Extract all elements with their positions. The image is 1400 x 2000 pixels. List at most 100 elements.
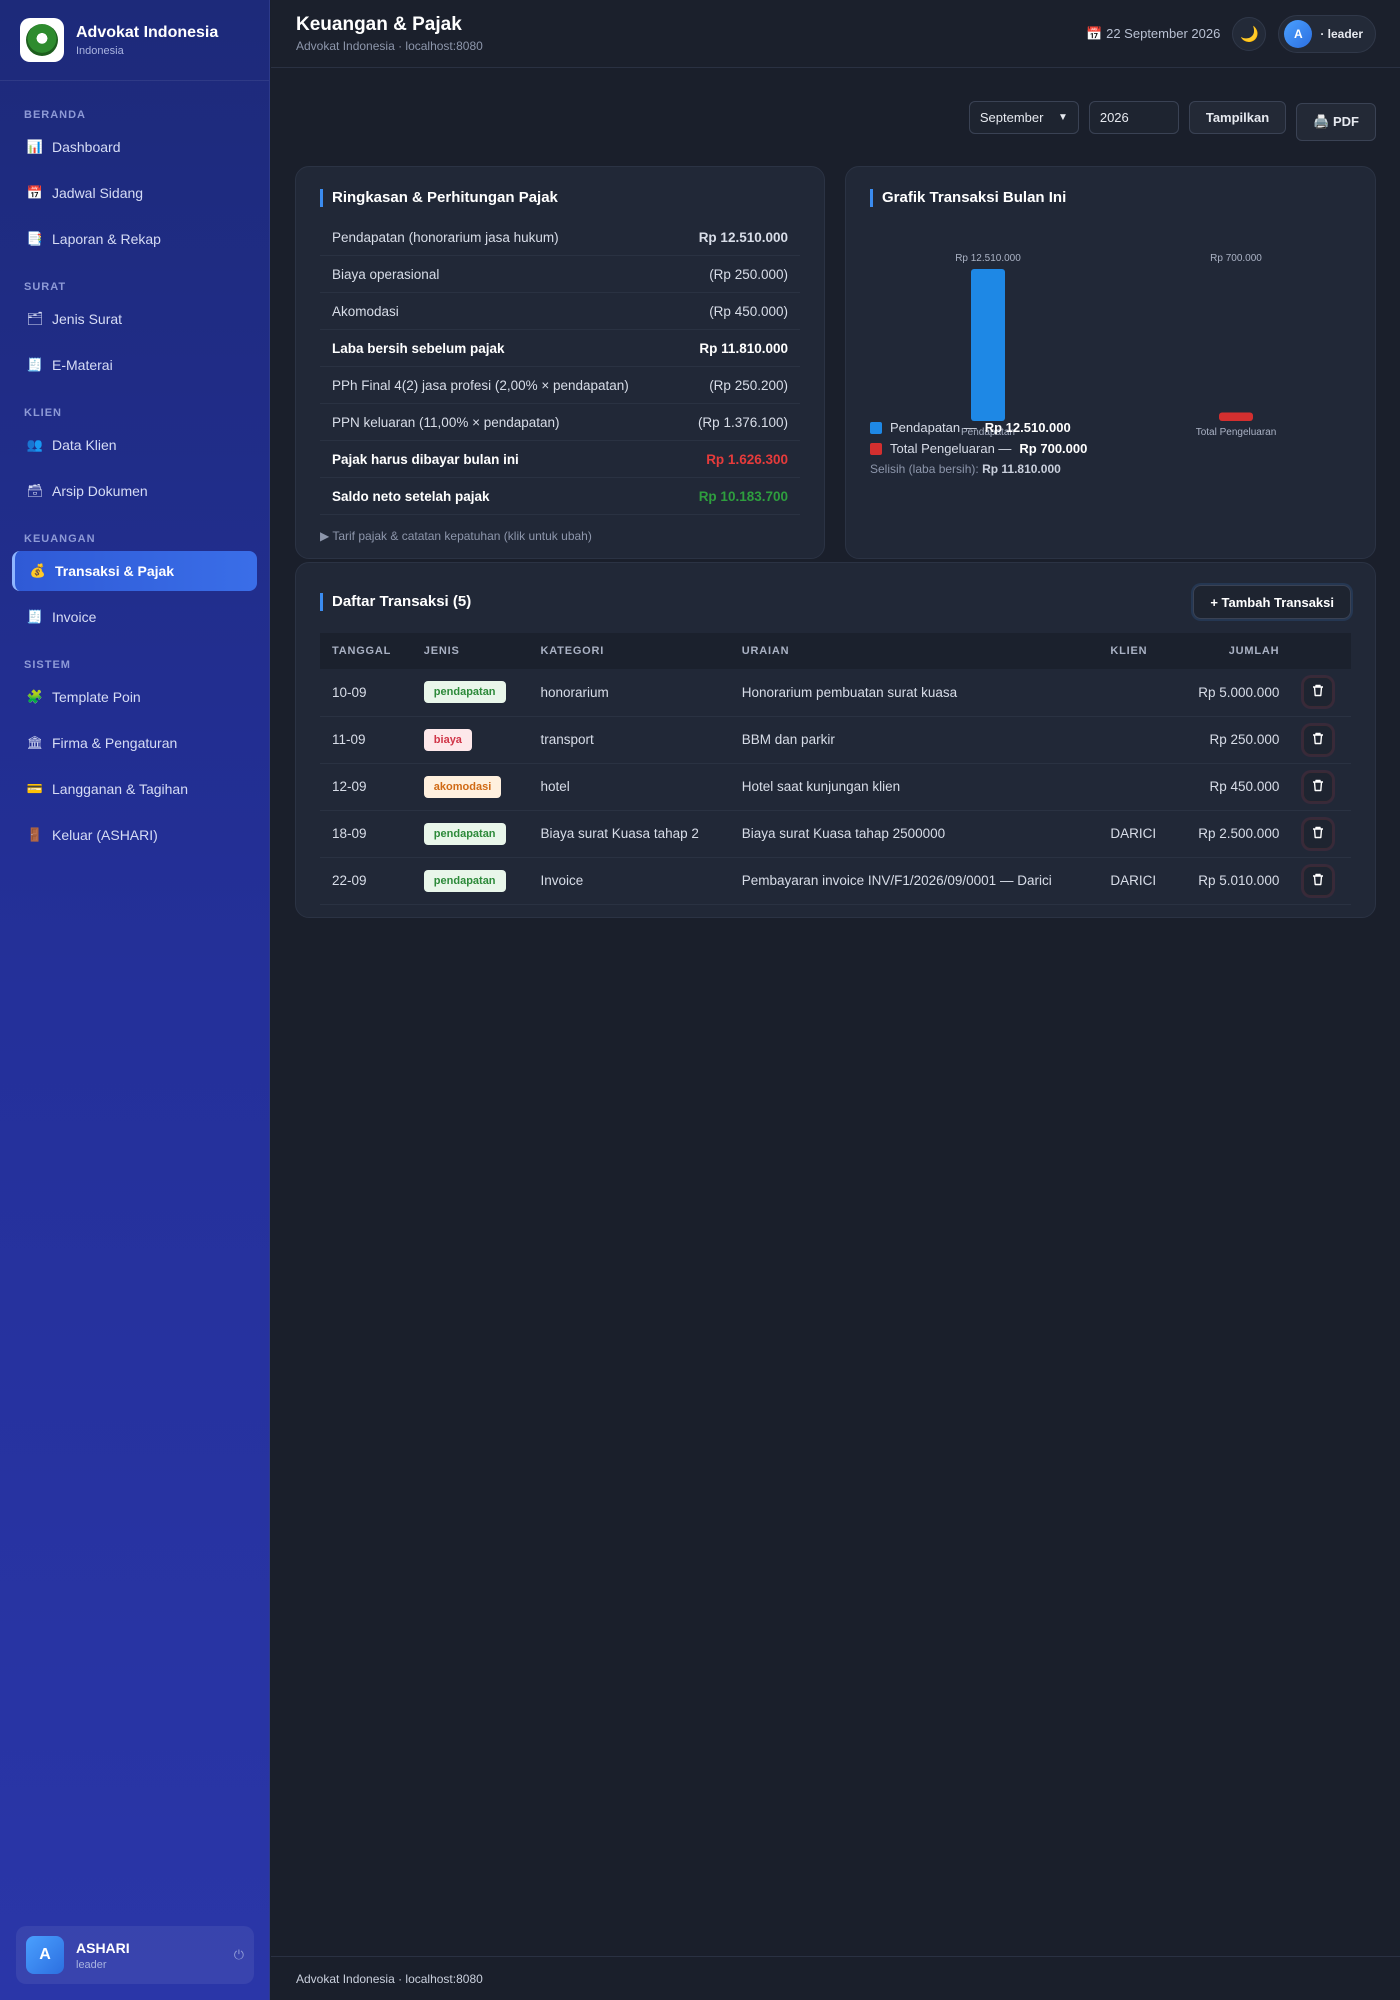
sidebar-item-firma-pengaturan[interactable]: 🏛 Firma & Pengaturan	[12, 723, 257, 763]
user-role-label: · leader	[1320, 26, 1363, 41]
legend-value: Rp 12.510.000	[984, 420, 1071, 435]
column-header: JENIS	[423, 645, 460, 657]
sidebar-item-data-klien[interactable]: 👥 Data Klien	[12, 425, 257, 465]
sidebar-item-arsip-dokumen[interactable]: 🗃 Arsip Dokumen	[12, 471, 257, 511]
tax-summary-card: Ringkasan & Perhitungan Pajak Pendapatan…	[295, 166, 825, 559]
actions-column-header	[1291, 633, 1351, 669]
theme-toggle-button[interactable]: 🌙	[1232, 16, 1267, 51]
delete-button[interactable]	[1303, 771, 1334, 802]
delete-button[interactable]	[1303, 724, 1334, 755]
page-subtitle: Advokat Indonesia · localhost:8080	[296, 39, 483, 53]
cell-category: Biaya surat Kuasa tahap 2	[528, 810, 730, 858]
receipt-icon: 🧾	[26, 609, 44, 624]
net-difference-value: Rp 11.810.000	[982, 462, 1061, 476]
table-row[interactable]: 11-09 biaya transport BBM dan parkir Rp 250.…	[320, 716, 1351, 764]
sidebar-item-dashboard[interactable]: 📊 Dashboard	[12, 127, 257, 167]
sidebar-item-langganan-tagihan[interactable]: 💳 Langganan & Tagihan	[12, 769, 257, 809]
sidebar-item-keluar-ashari[interactable]: 🚪 Keluar (ASHARI)	[12, 815, 257, 855]
tax-row-value: (Rp 250.000)	[709, 266, 788, 282]
table-row[interactable]: 18-09 pendapatan Biaya surat Kuasa tahap 2…	[320, 810, 1351, 858]
table-row[interactable]: 10-09 pendapatan honorarium Honorarium pemb…	[320, 669, 1351, 717]
sidebar-item-jenis-surat[interactable]: 🗂 Jenis Surat	[12, 299, 257, 339]
cell-description: Hotel saat kunjungan klien	[729, 763, 1099, 811]
cell-description: BBM dan parkir	[729, 716, 1099, 764]
sidebar-item-jadwal-sidang[interactable]: 📅 Jadwal Sidang	[12, 173, 257, 213]
tax-row: Biaya operasional (Rp 250.000)	[320, 256, 800, 293]
type-badge: pendapatan	[423, 681, 506, 704]
cell-date: 11-09	[320, 716, 412, 764]
column-header: KLIEN	[1110, 645, 1148, 657]
delete-button[interactable]	[1303, 818, 1334, 849]
sidebar-nav: BERANDA 📊 Dashboard 📅 Jadwal Sidang 📑 Laporan …	[0, 81, 269, 855]
nav-section-label: SISTEM	[24, 659, 71, 671]
sidebar-item-invoice[interactable]: 🧾 Invoice	[12, 597, 257, 637]
top-header: Keuangan & Pajak Advokat Indonesia · loc…	[271, 0, 1400, 68]
net-difference-label: Selisih (laba bersih):	[870, 462, 983, 476]
cell-category: Invoice	[528, 857, 730, 905]
type-badge: pendapatan	[423, 822, 506, 845]
month-select-value: September	[979, 109, 1044, 125]
sidebar-item-label: Keluar (ASHARI)	[52, 827, 158, 843]
cell-actions	[1291, 669, 1351, 717]
month-select[interactable]: September ▼	[968, 100, 1079, 134]
cell-date: 22-09	[320, 857, 412, 905]
show-button[interactable]: Tampilkan	[1188, 100, 1287, 134]
sidebar-item-transaksi-pajak[interactable]: 💰 Transaksi & Pajak	[12, 551, 257, 591]
footer-text: Advokat Indonesia · localhost:8080	[296, 1971, 483, 1986]
cell-date: 10-09	[320, 669, 412, 717]
year-input[interactable]: 2026	[1088, 100, 1179, 134]
trash-icon	[1312, 779, 1324, 795]
tax-row: Pajak harus dibayar bulan ini Rp 1.626.30…	[320, 441, 800, 478]
sidebar-item-e-materai[interactable]: 🧾 E-Materai	[12, 345, 257, 385]
avatar: A	[26, 1936, 64, 1974]
chart-bar-1	[971, 269, 1005, 421]
pdf-button[interactable]: 🖨️ PDF	[1296, 103, 1376, 141]
user-menu-button[interactable]: A · leader	[1278, 14, 1376, 53]
cell-type: biaya	[411, 716, 529, 764]
trash-icon	[1312, 826, 1324, 842]
brand[interactable]: Advokat Indonesia Indonesia	[0, 0, 269, 81]
sidebar-item-label: Arsip Dokumen	[52, 483, 148, 499]
sidebar-item-label: Laporan & Rekap	[52, 231, 161, 247]
sidebar-item-template-poin[interactable]: 🧩 Template Poin	[12, 677, 257, 717]
power-icon[interactable]: ⏻	[233, 1947, 244, 1962]
tax-row-label: Akomodasi	[332, 303, 399, 319]
legend-entry: Total Pengeluaran — Rp 700.000	[870, 438, 1087, 459]
legend-label: Pendapatan —	[890, 420, 977, 435]
footer: Advokat Indonesia · localhost:8080	[271, 1956, 1400, 2000]
cell-actions	[1291, 810, 1351, 858]
tax-row-label: Pendapatan (honorarium jasa hukum)	[332, 229, 559, 245]
type-badge: biaya	[423, 728, 472, 751]
table-row[interactable]: 12-09 akomodasi hotel Hotel saat kunjungan …	[320, 763, 1351, 811]
tax-row: PPh Final 4(2) jasa profesi (2,00% × pen…	[320, 367, 800, 404]
cell-type: pendapatan	[411, 810, 529, 858]
column-header: URAIAN	[741, 645, 790, 657]
sidebar-item-laporan-rekap[interactable]: 📑 Laporan & Rekap	[12, 219, 257, 259]
cell-type: pendapatan	[411, 857, 529, 905]
table-header-row: TANGGAL JENIS KATEGORI URAIAN KLIEN JUMLAH	[320, 633, 1351, 669]
cell-description: Pembayaran invoice INV/F1/2026/09/0001 —…	[729, 857, 1099, 905]
cell-type: akomodasi	[411, 763, 529, 811]
chart-bar-2	[1219, 412, 1253, 421]
chart-legend: Pendapatan — Rp 12.510.000 Total Pengelua…	[870, 417, 1087, 476]
cell-client: DARICI	[1098, 810, 1176, 858]
add-transaction-button[interactable]: + Tambah Transaksi	[1193, 585, 1351, 619]
cell-category: hotel	[528, 763, 730, 811]
trash-icon	[1312, 732, 1324, 748]
sidebar-item-label: Transaksi & Pajak	[55, 563, 175, 579]
cell-category: honorarium	[528, 669, 730, 717]
delete-button[interactable]	[1303, 677, 1334, 708]
tax-summary-title: Ringkasan & Perhitungan Pajak	[320, 189, 800, 207]
table-row[interactable]: 22-09 pendapatan Invoice Pembayaran invoice…	[320, 857, 1351, 905]
nav-section-label: KLIEN	[24, 407, 62, 419]
sidebar-item-label: Firma & Pengaturan	[52, 735, 178, 751]
report-icon: 📑	[26, 231, 44, 246]
delete-button[interactable]	[1303, 865, 1334, 896]
tax-rates-toggle[interactable]: ▶ Tarif pajak & catatan kepatuhan (klik …	[320, 529, 592, 543]
chart-data-label: Rp 700.000	[1210, 253, 1262, 264]
cell-description: Biaya surat Kuasa tahap 2500000	[729, 810, 1099, 858]
tax-row-label: Biaya operasional	[332, 266, 440, 282]
chart-category-label: Pendapatan	[961, 427, 1015, 438]
legend-label: Total Pengeluaran —	[890, 441, 1012, 456]
sidebar-user-card[interactable]: A ASHARI leader ⏻	[16, 1926, 254, 1984]
